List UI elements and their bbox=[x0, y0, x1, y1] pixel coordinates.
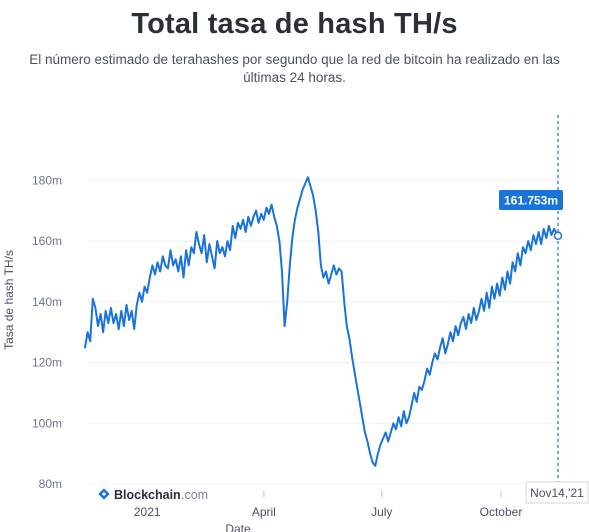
end-date-box bbox=[525, 481, 589, 504]
y-tick-label: 80m bbox=[39, 477, 62, 491]
y-tick-label: 180m bbox=[32, 173, 62, 187]
brand-name: Blockchain bbox=[114, 488, 181, 502]
chart-subtitle: El número estimado de terahashes por seg… bbox=[29, 52, 560, 85]
x-tick-label: 2021 bbox=[134, 505, 161, 519]
end-date-label: Nov14,'21 bbox=[530, 486, 584, 500]
x-axis: 2021 April July October bbox=[134, 491, 522, 519]
y-tick-label: 160m bbox=[32, 234, 62, 248]
y-tick-label: 120m bbox=[32, 356, 62, 370]
chart-title: Total tasa de hash TH/s bbox=[131, 8, 458, 40]
brand-logo: Blockchain .com bbox=[98, 488, 208, 502]
x-axis-label: Date bbox=[225, 522, 251, 532]
hover-point[interactable] bbox=[553, 231, 563, 241]
crosshair[interactable]: 161.753m Nov14,'21 bbox=[499, 115, 589, 504]
x-tick-label: July bbox=[371, 505, 392, 519]
y-axis-ticks: 80m 100m 120m 140m 160m 180m bbox=[32, 173, 62, 491]
tooltip-value: 161.753m bbox=[504, 194, 558, 208]
series-group bbox=[84, 176, 559, 467]
y-axis-label: Tasa de hash TH/s bbox=[2, 250, 16, 350]
value-tooltip bbox=[499, 190, 563, 210]
series-line bbox=[84, 176, 559, 467]
blockchain-icon bbox=[98, 488, 110, 500]
y-tick-label: 100m bbox=[32, 416, 62, 430]
y-tick-label: 140m bbox=[32, 295, 62, 309]
grid-lines bbox=[88, 179, 560, 485]
x-tick-label: April bbox=[252, 505, 276, 519]
x-tick-label: October bbox=[480, 505, 523, 519]
brand-suffix: .com bbox=[181, 488, 208, 502]
